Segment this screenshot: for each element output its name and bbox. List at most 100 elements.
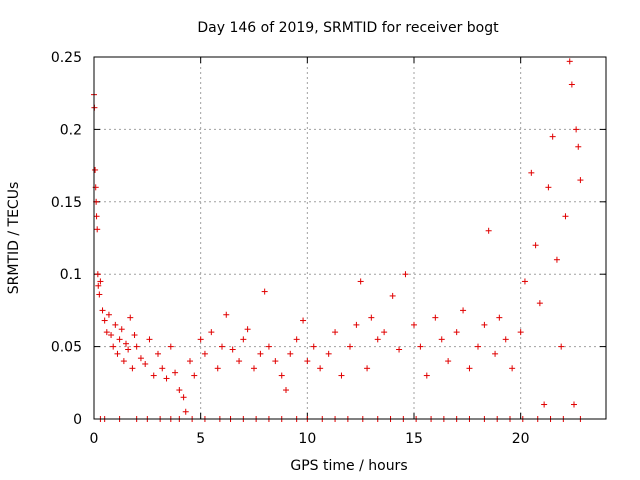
data-point	[568, 81, 575, 88]
data-point	[417, 343, 424, 350]
data-point	[381, 329, 388, 336]
data-point	[325, 350, 332, 357]
axis-ticks	[93, 56, 606, 420]
data-point	[411, 321, 417, 328]
data-point	[96, 291, 103, 298]
data-point	[509, 365, 516, 372]
data-point	[577, 177, 584, 184]
data-point	[368, 314, 375, 321]
data-point	[236, 358, 243, 365]
data-point	[438, 336, 445, 343]
data-points	[91, 58, 584, 422]
data-point	[103, 329, 110, 336]
data-point	[197, 336, 204, 343]
data-point	[229, 346, 236, 353]
data-point	[240, 336, 247, 343]
data-point	[364, 365, 371, 372]
chart-title: Day 146 of 2019, SRMTID for receiver bog…	[197, 20, 499, 36]
data-point	[131, 332, 138, 339]
data-point	[553, 256, 560, 263]
data-point	[125, 346, 132, 353]
data-point	[566, 58, 573, 65]
data-point	[283, 387, 289, 394]
data-point	[287, 350, 294, 357]
data-point	[517, 329, 524, 336]
data-point	[137, 355, 144, 362]
data-point	[261, 288, 268, 295]
data-point	[172, 369, 179, 376]
data-point	[532, 242, 539, 249]
y-tick-label: 0.25	[51, 50, 82, 66]
data-point	[94, 271, 101, 278]
data-point	[187, 358, 193, 365]
y-tick-label: 0.05	[51, 340, 82, 356]
data-point	[219, 343, 225, 350]
x-tick-label: 10	[298, 431, 316, 447]
data-point	[528, 169, 535, 176]
x-tick-label: 15	[405, 431, 423, 447]
data-point	[146, 336, 153, 343]
data-point	[402, 271, 409, 278]
data-point	[432, 314, 439, 321]
data-point	[223, 311, 230, 318]
data-point	[94, 226, 101, 233]
data-point	[118, 326, 125, 333]
data-point	[272, 358, 279, 365]
data-point	[112, 321, 119, 328]
data-point	[558, 343, 565, 350]
data-point	[573, 126, 580, 133]
data-point	[466, 365, 473, 372]
data-point	[453, 329, 460, 336]
data-point	[317, 365, 324, 372]
data-point	[575, 143, 582, 150]
data-point	[123, 340, 129, 347]
data-point	[521, 278, 528, 285]
data-point	[549, 133, 556, 140]
data-point	[120, 358, 127, 365]
data-point	[541, 401, 548, 408]
data-point	[92, 166, 99, 173]
plot-frame	[93, 56, 607, 420]
data-point	[208, 329, 215, 336]
data-point	[99, 307, 106, 314]
data-point	[214, 365, 221, 372]
data-point	[389, 292, 396, 299]
data-point	[101, 317, 108, 324]
data-point	[571, 401, 577, 408]
data-point	[357, 278, 364, 285]
data-point	[142, 360, 149, 367]
data-point	[481, 321, 488, 328]
data-point	[150, 372, 157, 379]
data-point	[304, 358, 311, 365]
data-point	[374, 336, 381, 343]
y-tick-label: 0.2	[60, 122, 82, 138]
data-point	[191, 372, 198, 379]
y-tick-label: 0.1	[60, 267, 82, 283]
data-point	[300, 317, 307, 324]
y-tick-label: 0	[73, 412, 82, 428]
data-point	[110, 343, 117, 350]
data-point	[460, 307, 467, 314]
x-axis-label: GPS time / hours	[290, 458, 407, 474]
data-point	[105, 311, 112, 318]
data-point	[116, 336, 123, 343]
data-point	[180, 394, 187, 401]
data-point	[353, 321, 360, 328]
data-point	[347, 343, 353, 350]
data-point	[159, 365, 166, 372]
data-point	[293, 336, 300, 343]
data-point	[97, 278, 104, 285]
data-point	[155, 350, 161, 357]
grid	[94, 57, 606, 419]
data-point	[562, 213, 569, 220]
data-point	[278, 372, 285, 379]
data-point	[129, 365, 136, 372]
data-point	[133, 343, 140, 350]
tick-labels: 0 0.05 0.1 0.15 0.2 0.25 0 5 10 15 20	[51, 50, 530, 447]
data-point	[176, 387, 183, 394]
data-point	[95, 282, 102, 289]
data-point	[265, 343, 272, 350]
data-point	[475, 343, 481, 350]
data-point	[492, 350, 499, 357]
